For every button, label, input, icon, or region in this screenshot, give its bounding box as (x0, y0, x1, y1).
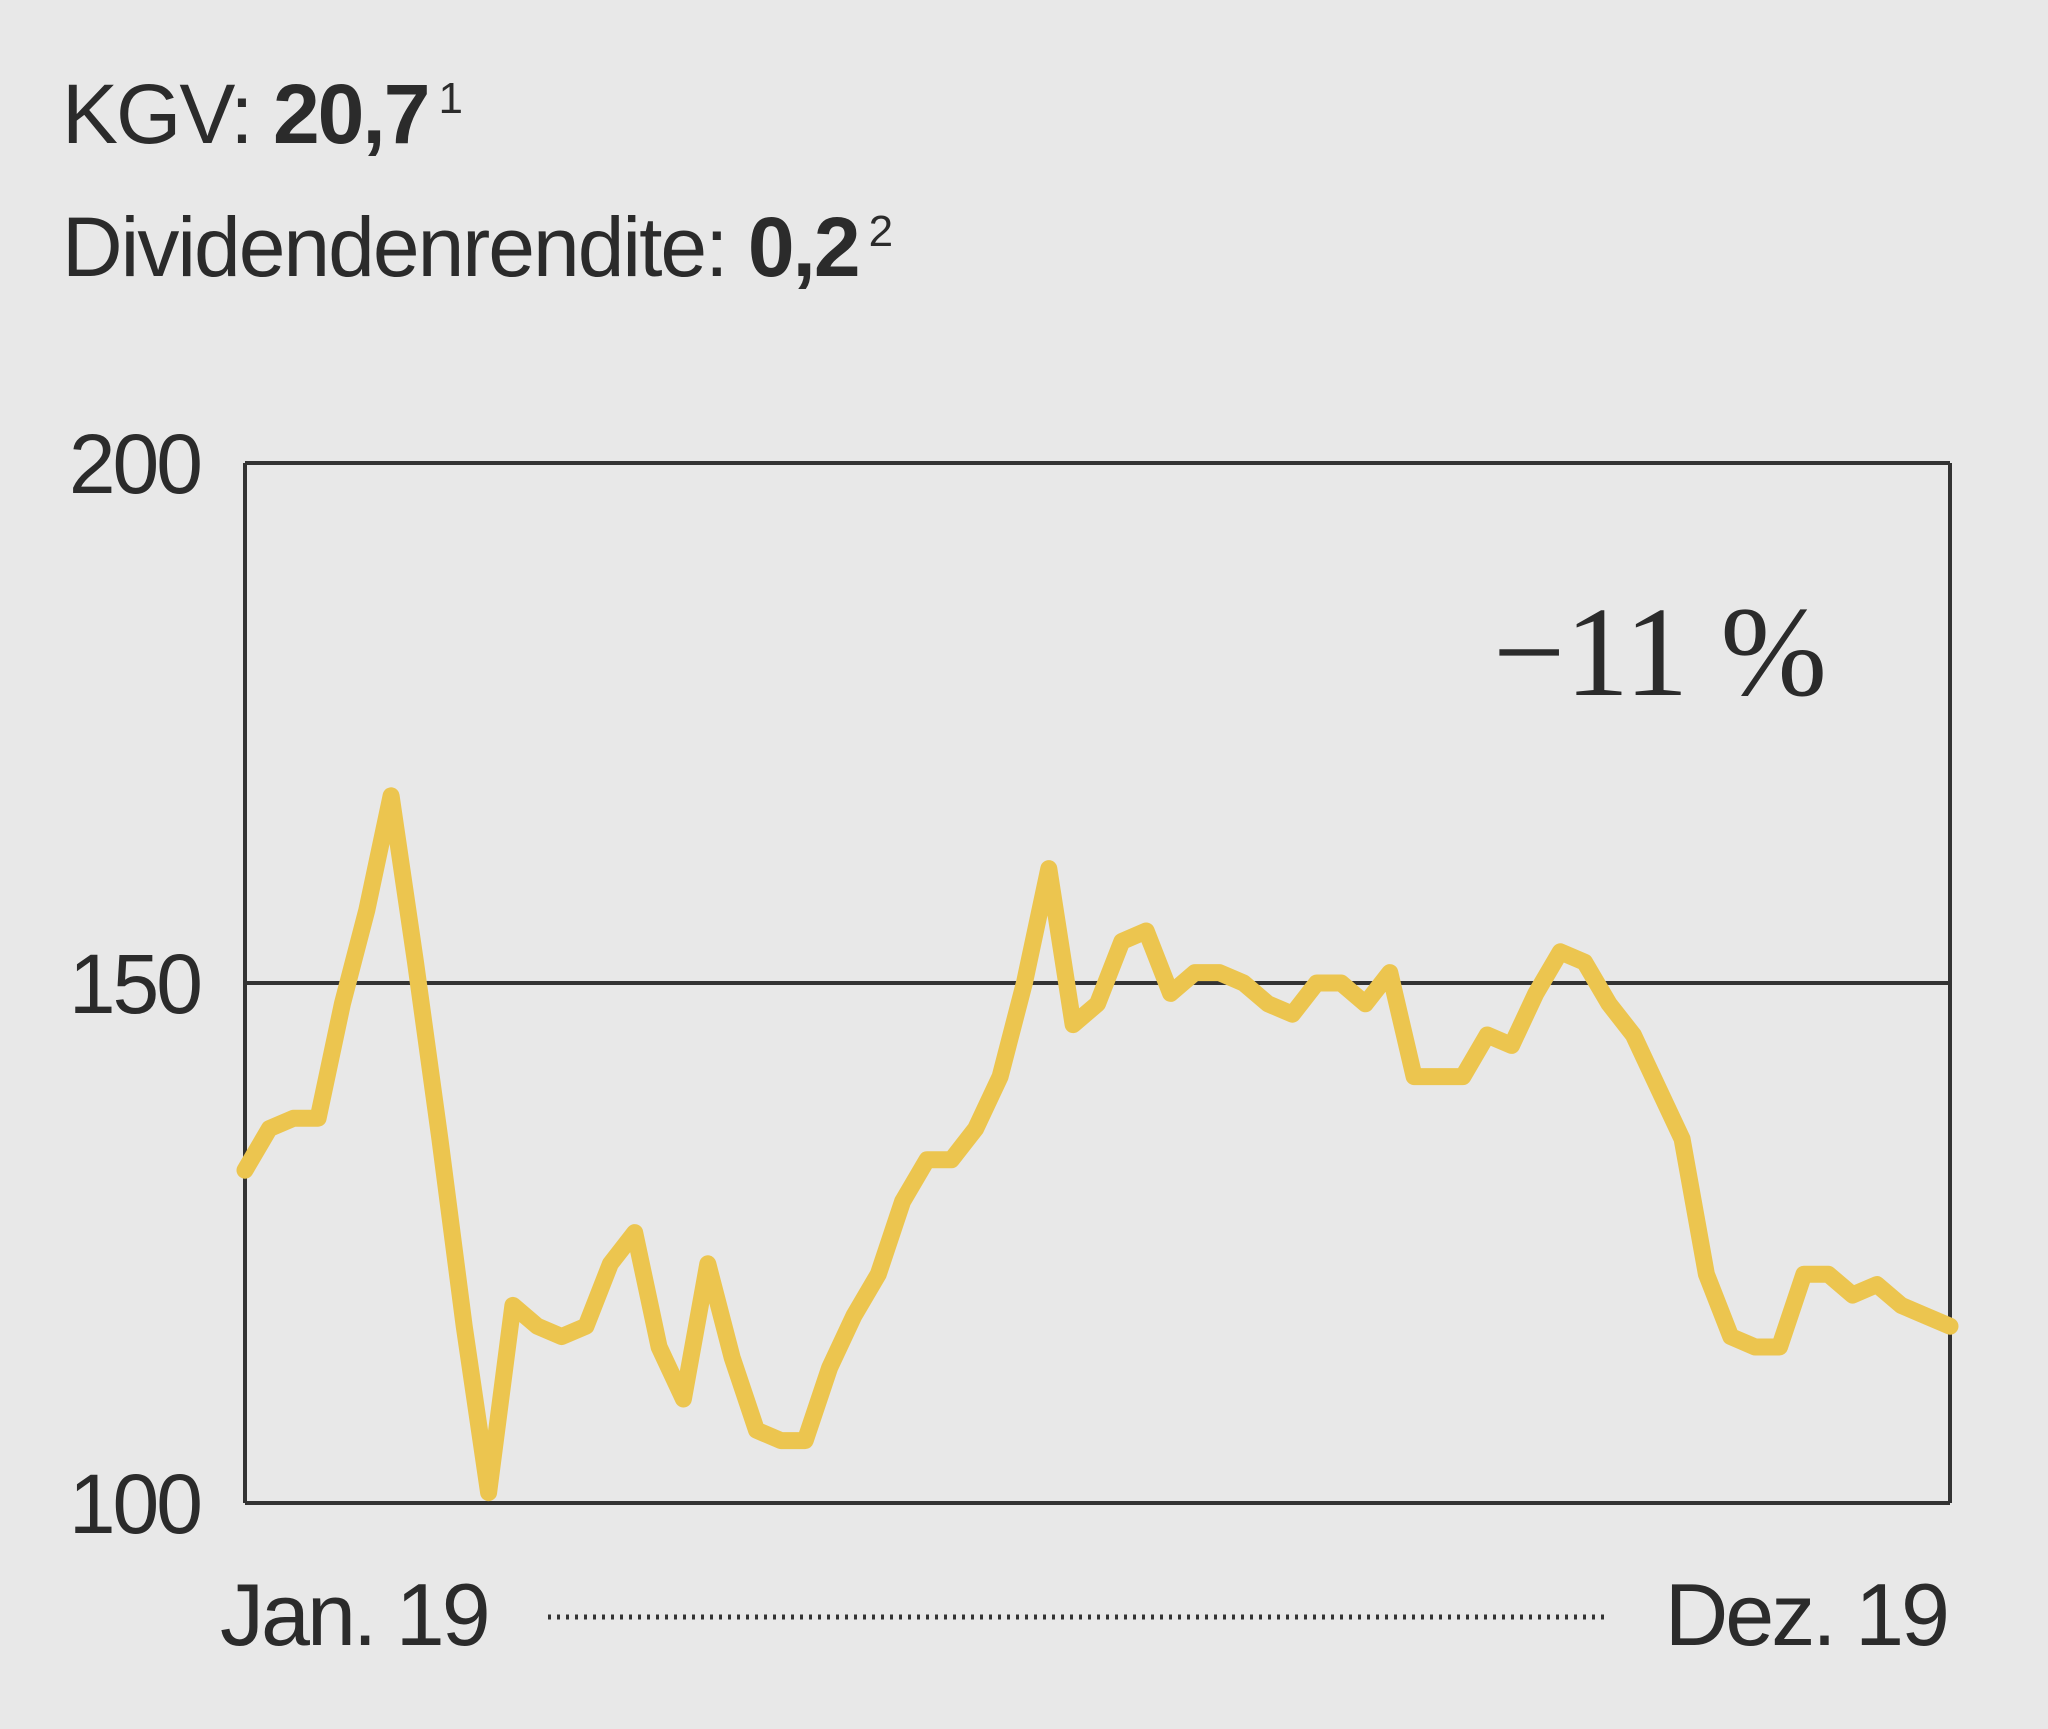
y-tick-label-100: 100 (69, 1457, 200, 1551)
dividend-label: Dividendenrendite: (62, 200, 748, 294)
change-annotation: −11 % (1493, 581, 1827, 723)
series-line-group (236, 787, 1959, 1502)
dividend-line: Dividendenrendite: 0,2 2 (62, 173, 894, 306)
y-tick-label-200: 200 (69, 417, 200, 511)
key-figures: KGV: 20,7 1 Dividendenrendite: 0,2 2 (62, 40, 894, 306)
y-axis-ticks: 200 150 100 (69, 417, 1950, 1551)
x-end-label: Dez. 19 (1665, 1565, 1947, 1664)
kgv-value: 20,7 (272, 67, 430, 161)
kgv-line: KGV: 20,7 1 (62, 40, 891, 173)
y-tick-label-150: 150 (69, 937, 200, 1031)
kgv-label: KGV: (62, 67, 273, 161)
kgv-footnote: 1 (438, 74, 463, 123)
x-start-label: Jan. 19 (220, 1565, 488, 1664)
x-axis: Jan. 19 Dez. 19 (220, 1565, 1950, 1664)
dividend-value: 0,2 (747, 200, 861, 294)
series-line (236, 787, 1959, 1502)
dividend-footnote: 2 (868, 207, 894, 256)
